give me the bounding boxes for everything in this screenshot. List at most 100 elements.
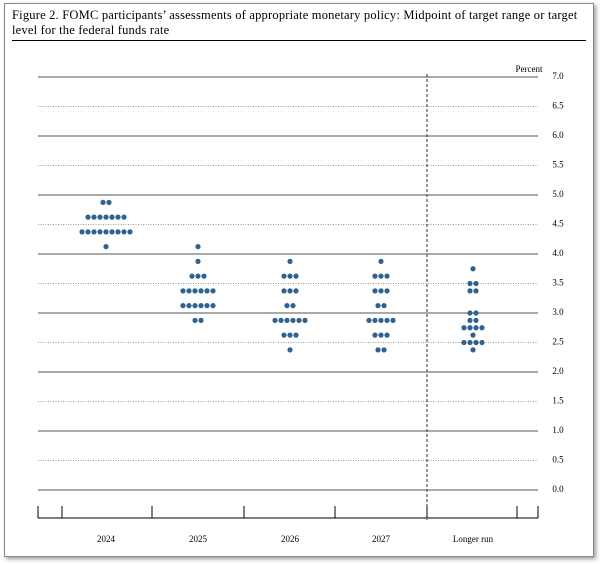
chart-title: Figure 2. FOMC participants’ assessments… [12, 8, 578, 37]
dot [281, 332, 287, 338]
dot [284, 317, 290, 323]
dot [192, 317, 198, 323]
dot [204, 303, 210, 309]
dot [384, 332, 390, 338]
dot [378, 288, 384, 294]
dot [473, 339, 479, 346]
dot [272, 317, 278, 323]
dot [384, 288, 390, 294]
y-tick-label: 5.5 [552, 160, 564, 170]
dot [85, 214, 91, 220]
dot [201, 273, 207, 279]
dot [293, 288, 299, 294]
y-tick-label: 5.0 [552, 189, 564, 199]
dot [103, 214, 109, 220]
dot [467, 325, 473, 331]
dot [375, 347, 381, 353]
dot [479, 325, 485, 331]
dot [106, 199, 112, 205]
y-tick-label: 2.5 [552, 337, 564, 347]
dot [467, 288, 473, 294]
x-tick-label: 2024 [97, 534, 116, 544]
y-tick-label: 3.0 [552, 307, 564, 317]
dot [302, 317, 308, 323]
dot [97, 214, 103, 220]
dot [281, 273, 287, 279]
x-tick-label: 2025 [189, 534, 208, 544]
dot [293, 332, 299, 338]
dot [461, 339, 467, 346]
y-tick-label: 3.5 [552, 278, 564, 288]
dot [180, 288, 186, 294]
dot [290, 317, 296, 323]
dot [195, 244, 201, 250]
dot [378, 332, 384, 338]
x-tick-label: 2026 [281, 534, 300, 544]
dot [109, 229, 115, 235]
dot [461, 325, 467, 331]
dot [109, 214, 115, 220]
dot [281, 288, 287, 294]
dot [378, 317, 384, 323]
dot [479, 339, 485, 346]
dot [91, 214, 97, 220]
dot [121, 229, 127, 235]
dot [204, 288, 210, 294]
y-axis-label: Percent [516, 64, 543, 74]
dot [390, 317, 396, 323]
dot [467, 339, 473, 346]
dot [372, 288, 378, 294]
dot [103, 244, 109, 250]
dot [91, 229, 97, 235]
dot [467, 317, 473, 323]
y-tick-label: 4.5 [552, 219, 564, 229]
dot [378, 258, 384, 264]
dot [381, 303, 387, 309]
dot [470, 332, 476, 338]
dot [293, 273, 299, 279]
y-tick-label: 6.5 [552, 101, 564, 111]
dot [97, 229, 103, 235]
dot [186, 288, 192, 294]
dot [366, 317, 372, 323]
dot [467, 310, 473, 316]
dot [284, 303, 290, 309]
y-tick-label: 4.0 [552, 248, 564, 258]
dot [85, 229, 91, 235]
dot [473, 325, 479, 331]
dot [198, 303, 204, 309]
y-tick-label: 0.0 [552, 484, 564, 494]
dot [121, 214, 127, 220]
dot [287, 288, 293, 294]
y-tick-label: 1.5 [552, 396, 564, 406]
dot [287, 273, 293, 279]
y-tick-label: 7.0 [552, 71, 564, 81]
dot [381, 347, 387, 353]
dot [195, 273, 201, 279]
dot [375, 303, 381, 309]
figure-frame [4, 3, 594, 557]
dot [384, 317, 390, 323]
dot [180, 303, 186, 309]
dot [378, 273, 384, 279]
dot [372, 273, 378, 279]
dot [473, 280, 479, 287]
dot [372, 317, 378, 323]
y-tick-label: 6.0 [552, 130, 564, 140]
dot [473, 310, 479, 316]
dot [287, 332, 293, 338]
dot [473, 288, 479, 294]
y-tick-label: 0.5 [552, 455, 564, 465]
dot [467, 280, 473, 287]
dot [372, 332, 378, 338]
dot [79, 229, 85, 235]
dot [100, 199, 106, 205]
dot [192, 288, 198, 294]
dot [127, 229, 133, 235]
y-tick-label: 2.0 [552, 366, 564, 376]
dot [278, 317, 284, 323]
y-tick-label: 1.0 [552, 425, 564, 435]
dot [210, 288, 216, 294]
dot [296, 317, 302, 323]
